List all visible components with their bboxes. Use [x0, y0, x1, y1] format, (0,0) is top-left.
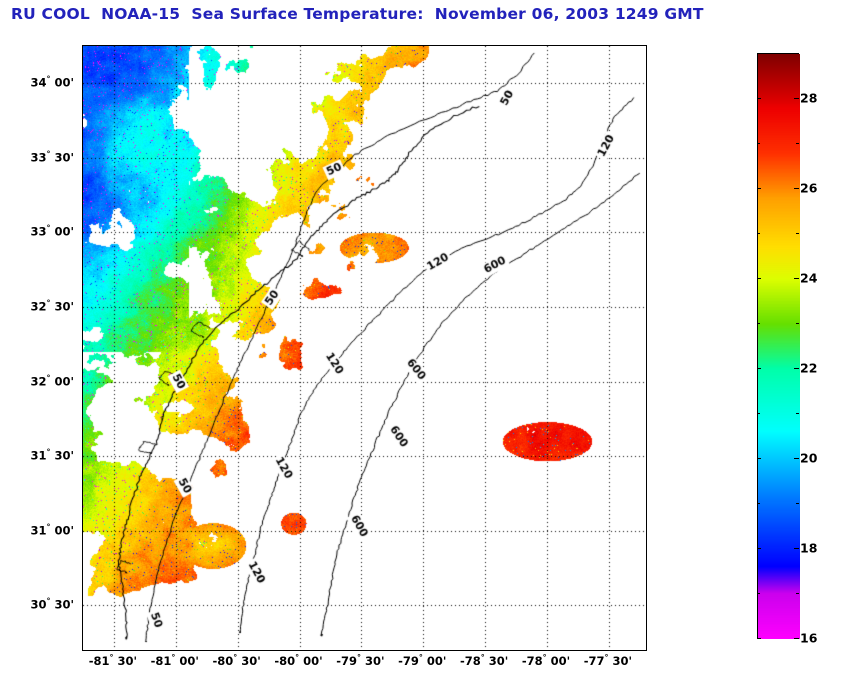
colorbar-tick-mark-2	[794, 458, 799, 460]
colorbar-frame	[757, 53, 800, 639]
y-tick-label-6: 31° 00'	[30, 522, 74, 538]
y-tick-label-4: 32° 00'	[30, 373, 74, 388]
x-tick-label-7: -78° 00'	[521, 653, 571, 668]
colorbar[interactable]	[757, 53, 800, 639]
colorbar-tick-mark-3	[794, 368, 799, 370]
colorbar-tick-label-6: 28	[800, 90, 818, 106]
page-title: RU COOL NOAA-15 Sea Surface Temperature:…	[11, 5, 704, 23]
colorbar-tick-label-4: 24	[800, 270, 818, 286]
y-tick-label-7: 30° 30'	[30, 596, 74, 612]
colorbar-tick-label-3: 22	[800, 360, 818, 376]
colorbar-tick-label-1: 18	[800, 540, 818, 556]
colorbar-tick-mark-5	[794, 188, 799, 190]
colorbar-gradient	[758, 54, 800, 639]
colorbar-minor-tick-4	[757, 233, 760, 235]
colorbar-tick-mark-0	[794, 638, 799, 640]
colorbar-tick-mark-1	[794, 548, 799, 550]
colorbar-minor-tick-5	[757, 143, 760, 145]
sst-map-plot[interactable]	[82, 45, 647, 651]
colorbar-minor-tick-out-5	[796, 143, 799, 145]
colorbar-tick-mark-inner-5	[757, 188, 761, 190]
colorbar-minor-tick-out-2	[796, 413, 799, 415]
colorbar-minor-tick-2	[757, 413, 760, 415]
x-tick-label-8: -77° 30'	[583, 653, 633, 668]
colorbar-tick-label-5: 26	[800, 180, 818, 196]
colorbar-minor-tick-3	[757, 323, 760, 325]
colorbar-tick-label-2: 20	[800, 450, 818, 466]
colorbar-tick-mark-inner-0	[757, 638, 761, 640]
y-tick-label-3: 32° 30'	[30, 298, 74, 314]
colorbar-tick-label-0: 16	[800, 630, 818, 646]
colorbar-minor-tick-0	[757, 593, 760, 595]
colorbar-tick-mark-inner-6	[757, 98, 761, 100]
colorbar-label-holder: Temperature (°C)	[818, 53, 842, 638]
y-tick-label-0: 34° 00'	[30, 74, 74, 90]
colorbar-minor-tick-out-3	[796, 323, 799, 325]
x-tick-label-2: -80° 30'	[212, 653, 261, 668]
y-tick-label-5: 31° 30'	[30, 447, 74, 463]
colorbar-tick-mark-4	[794, 278, 799, 280]
y-tick-label-1: 33° 30'	[30, 149, 74, 165]
colorbar-tick-mark-inner-4	[757, 278, 761, 280]
x-tick-label-4: -79° 30'	[336, 653, 385, 668]
colorbar-minor-tick-1	[757, 503, 760, 505]
sst-image-layer	[83, 46, 646, 650]
colorbar-minor-tick-out-4	[796, 233, 799, 235]
x-tick-label-6: -78° 30'	[459, 653, 509, 668]
y-tick-label-2: 33° 00'	[30, 223, 74, 239]
colorbar-tick-mark-inner-3	[757, 368, 761, 370]
x-tick-label-3: -80° 00'	[274, 653, 323, 668]
x-tick-label-1: -81° 00'	[150, 653, 199, 668]
x-tick-label-5: -79° 00'	[398, 653, 447, 668]
colorbar-tick-mark-inner-2	[757, 458, 761, 460]
colorbar-tick-mark-6	[794, 98, 799, 100]
x-tick-label-0: -81° 30'	[88, 653, 138, 668]
colorbar-minor-tick-out-1	[796, 503, 799, 505]
colorbar-tick-mark-inner-1	[757, 548, 761, 550]
colorbar-minor-tick-out-0	[796, 593, 799, 595]
